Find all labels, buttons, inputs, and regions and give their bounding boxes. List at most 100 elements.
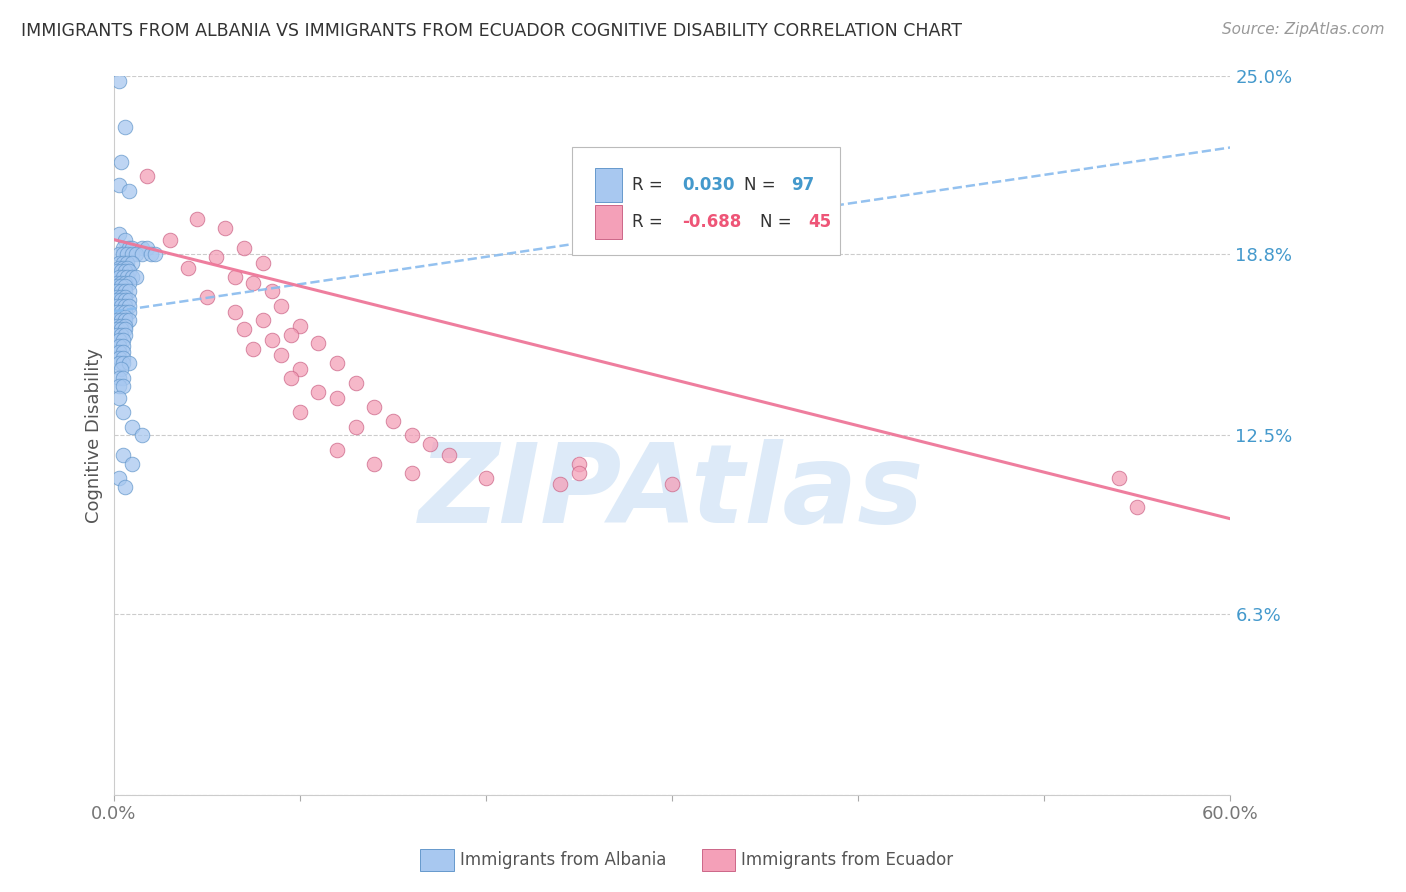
FancyBboxPatch shape — [595, 205, 621, 239]
Point — [110, 264, 132, 278]
Text: -0.688: -0.688 — [682, 213, 741, 231]
Point — [107, 264, 129, 278]
Point — [117, 293, 139, 307]
Point — [110, 278, 132, 293]
Point — [288, 318, 311, 333]
Point — [437, 449, 460, 463]
Point — [107, 304, 129, 318]
Point — [110, 318, 132, 333]
Point — [252, 313, 274, 327]
Point — [195, 290, 218, 304]
Point — [110, 362, 132, 376]
Point — [1108, 471, 1130, 485]
Point — [568, 457, 591, 471]
Point — [280, 327, 302, 342]
Point — [270, 348, 292, 362]
FancyBboxPatch shape — [572, 147, 839, 255]
Point — [419, 437, 441, 451]
Point — [108, 471, 131, 485]
Point — [252, 255, 274, 269]
Point — [114, 264, 136, 278]
Point — [344, 376, 367, 391]
Point — [307, 385, 329, 400]
Point — [260, 285, 283, 299]
Point — [186, 212, 208, 227]
Point — [131, 247, 153, 261]
Point — [117, 313, 139, 327]
Point — [108, 178, 131, 192]
Point — [136, 169, 159, 184]
Point — [110, 322, 132, 336]
Point — [242, 342, 264, 356]
Point — [550, 477, 572, 491]
Point — [260, 334, 283, 348]
Point — [1126, 500, 1149, 515]
Point — [125, 270, 148, 285]
Point — [107, 290, 129, 304]
Point — [111, 261, 134, 276]
Point — [111, 405, 134, 419]
Point — [108, 356, 131, 370]
Point — [108, 370, 131, 384]
Point — [111, 351, 134, 365]
Point — [214, 221, 236, 235]
Point — [108, 227, 131, 241]
Point — [661, 477, 683, 491]
Text: N =: N = — [761, 213, 797, 231]
Point — [114, 304, 136, 318]
Point — [114, 313, 136, 327]
Point — [111, 270, 134, 285]
Point — [270, 299, 292, 313]
Point — [280, 370, 302, 384]
Point — [205, 250, 228, 264]
Point — [143, 247, 166, 261]
Text: Immigrants from Albania: Immigrants from Albania — [460, 851, 666, 869]
Point — [121, 241, 143, 255]
Point — [115, 270, 138, 285]
Text: 45: 45 — [808, 213, 831, 231]
Point — [107, 293, 129, 307]
Point — [177, 261, 200, 276]
Point — [108, 339, 131, 353]
Point — [344, 419, 367, 434]
Text: ZIPAtlas: ZIPAtlas — [419, 440, 925, 547]
Point — [114, 276, 136, 290]
Point — [475, 471, 498, 485]
Point — [111, 339, 134, 353]
Point — [136, 241, 159, 255]
Point — [111, 449, 134, 463]
Point — [110, 310, 132, 325]
Point — [363, 400, 385, 414]
Point — [107, 313, 129, 327]
Point — [381, 414, 404, 428]
Point — [108, 334, 131, 348]
Point — [114, 310, 136, 325]
Point — [326, 391, 349, 405]
Point — [326, 356, 349, 370]
Point — [117, 184, 139, 198]
Point — [117, 299, 139, 313]
Point — [111, 247, 134, 261]
Point — [107, 299, 129, 313]
Point — [114, 285, 136, 299]
Point — [110, 276, 132, 290]
Point — [121, 457, 143, 471]
Point — [108, 379, 131, 393]
Point — [108, 261, 131, 276]
Text: R =: R = — [631, 176, 668, 194]
Text: 0.030: 0.030 — [682, 176, 735, 194]
Text: IMMIGRANTS FROM ALBANIA VS IMMIGRANTS FROM ECUADOR COGNITIVE DISABILITY CORRELAT: IMMIGRANTS FROM ALBANIA VS IMMIGRANTS FR… — [21, 22, 962, 40]
Point — [121, 419, 143, 434]
Point — [108, 74, 131, 88]
Point — [114, 290, 136, 304]
Point — [111, 379, 134, 393]
Point — [125, 247, 148, 261]
Point — [111, 370, 134, 384]
Point — [114, 318, 136, 333]
Point — [111, 356, 134, 370]
Point — [114, 322, 136, 336]
Point — [110, 293, 132, 307]
Point — [108, 270, 131, 285]
Point — [114, 278, 136, 293]
FancyBboxPatch shape — [595, 168, 621, 202]
